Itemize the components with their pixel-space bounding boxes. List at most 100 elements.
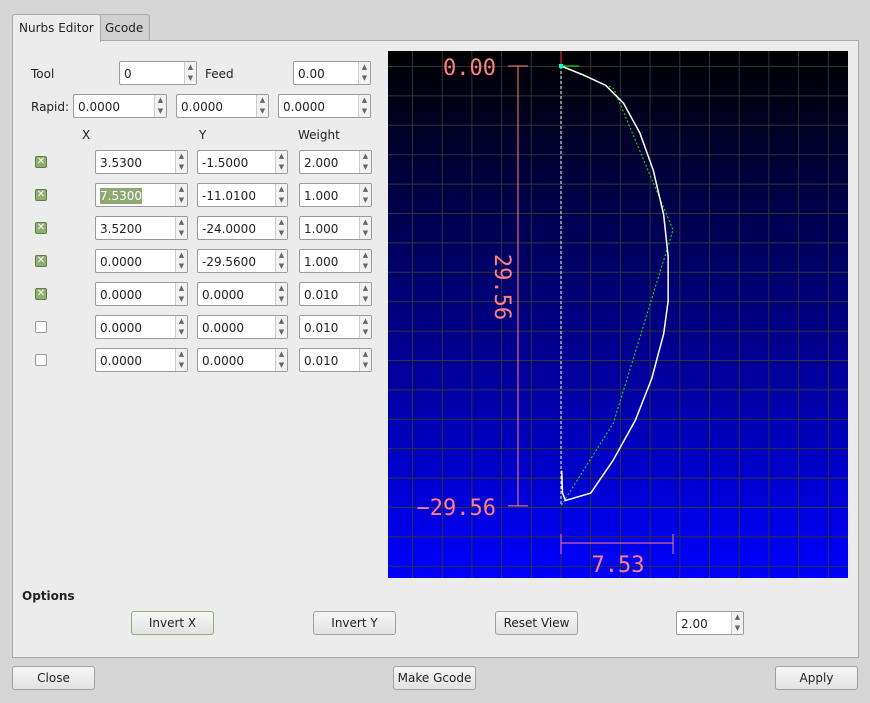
spin-arrows-icon[interactable]: ▲ ▼	[275, 250, 287, 272]
tool-value: 0	[124, 67, 132, 81]
point-weight-spinbox-value: 0.010	[304, 288, 339, 302]
spin-arrows-icon[interactable]: ▲ ▼	[359, 217, 371, 239]
point-y-spinbox[interactable]: 0.0000 ▲ ▼	[197, 348, 288, 372]
invert-y-button[interactable]: Invert Y	[313, 611, 396, 635]
rapid-spinbox-2[interactable]: 0.0000 ▲ ▼	[278, 94, 371, 118]
spin-arrows-icon[interactable]: ▲ ▼	[175, 217, 187, 239]
point-y-spinbox[interactable]: -11.0100 ▲ ▼	[197, 183, 288, 207]
header-weight: Weight	[298, 128, 340, 142]
point-y-spinbox-value: -1.5000	[202, 156, 249, 170]
point-enabled-checkbox[interactable]: ✕	[35, 156, 47, 168]
top-label: 0.00	[443, 56, 496, 81]
point-weight-spinbox[interactable]: 0.010 ▲ ▼	[299, 315, 372, 339]
canvas-background	[388, 51, 848, 578]
spin-arrows-icon[interactable]: ▲ ▼	[275, 184, 287, 206]
point-enabled-checkbox[interactable]	[35, 354, 47, 366]
spin-arrows-icon[interactable]: ▲ ▼	[359, 283, 371, 305]
nurbs-curve	[560, 65, 669, 502]
rapid-spinbox-1[interactable]: 0.0000 ▲ ▼	[176, 94, 269, 118]
spin-arrows-icon[interactable]: ▲ ▼	[275, 316, 287, 338]
point-enabled-checkbox[interactable]: ✕	[35, 288, 47, 300]
point-weight-spinbox-value: 1.000	[304, 222, 339, 236]
spin-arrows-icon[interactable]: ▲ ▼	[175, 151, 187, 173]
spin-arrows-icon[interactable]: ▲ ▼	[359, 316, 371, 338]
invert-x-button[interactable]: Invert X	[131, 611, 214, 635]
point-x-spinbox-value: 0.0000	[100, 255, 142, 269]
spin-arrows-icon[interactable]: ▲ ▼	[175, 316, 187, 338]
point-weight-spinbox[interactable]: 0.010 ▲ ▼	[299, 282, 372, 306]
point-weight-spinbox-value: 1.000	[304, 255, 339, 269]
tab-gcode[interactable]: Gcode	[98, 14, 151, 41]
feed-spinbox[interactable]: 0.00 ▲ ▼	[293, 61, 371, 85]
point-y-spinbox[interactable]: -29.5600 ▲ ▼	[197, 249, 288, 273]
point-weight-spinbox[interactable]: 1.000 ▲ ▼	[299, 249, 372, 273]
point-x-spinbox-value: 7.5300	[100, 188, 142, 204]
point-x-spinbox-value: 3.5300	[100, 156, 142, 170]
point-y-spinbox-value: -11.0100	[202, 189, 256, 203]
point-y-spinbox[interactable]: -24.0000 ▲ ▼	[197, 216, 288, 240]
point-weight-spinbox-value: 0.010	[304, 321, 339, 335]
spin-arrows-icon[interactable]: ▲ ▼	[256, 95, 268, 117]
zoom-value: 2.00	[681, 617, 708, 631]
spin-arrows-icon[interactable]: ▲ ▼	[359, 349, 371, 371]
height-label: 29.56	[489, 254, 514, 320]
tool-spinbox[interactable]: 0 ▲ ▼	[119, 61, 197, 85]
tab-nurbs-editor[interactable]: Nurbs Editor	[12, 14, 101, 42]
spin-arrows-icon[interactable]: ▲ ▼	[359, 151, 371, 173]
point-weight-spinbox-value: 1.000	[304, 189, 339, 203]
point-x-spinbox[interactable]: 3.5300 ▲ ▼	[95, 150, 188, 174]
rapid-spinbox-0-value: 0.0000	[78, 100, 120, 114]
nurbs-preview-canvas[interactable]: 0.00 −29.56 29.56 7.53	[388, 51, 848, 578]
point-y-spinbox-value: 0.0000	[202, 288, 244, 302]
zoom-spinbox[interactable]: 2.00 ▲ ▼	[676, 611, 744, 635]
point-y-spinbox[interactable]: -1.5000 ▲ ▼	[197, 150, 288, 174]
point-enabled-checkbox[interactable]: ✕	[35, 189, 47, 201]
spin-arrows-icon[interactable]: ▲ ▼	[275, 151, 287, 173]
spin-arrows-icon[interactable]: ▲ ▼	[731, 612, 743, 634]
spin-arrows-icon[interactable]: ▲ ▼	[175, 250, 187, 272]
point-y-spinbox[interactable]: 0.0000 ▲ ▼	[197, 282, 288, 306]
feed-value: 0.00	[298, 67, 325, 81]
point-weight-spinbox[interactable]: 0.010 ▲ ▼	[299, 348, 372, 372]
point-x-spinbox[interactable]: 0.0000 ▲ ▼	[95, 249, 188, 273]
close-button[interactable]: Close	[12, 666, 95, 690]
rapid-spinbox-2-value: 0.0000	[283, 100, 325, 114]
feed-label: Feed	[205, 67, 234, 81]
point-x-spinbox[interactable]: 0.0000 ▲ ▼	[95, 348, 188, 372]
point-y-spinbox-value: -29.5600	[202, 255, 256, 269]
point-enabled-checkbox[interactable]	[35, 321, 47, 333]
tool-label: Tool	[31, 67, 55, 81]
point-x-spinbox[interactable]: 0.0000 ▲ ▼	[95, 315, 188, 339]
point-x-spinbox-value: 0.0000	[100, 321, 142, 335]
width-label: 7.53	[592, 553, 645, 578]
point-enabled-checkbox[interactable]: ✕	[35, 255, 47, 267]
point-x-spinbox[interactable]: 3.5200 ▲ ▼	[95, 216, 188, 240]
point-x-spinbox[interactable]: 7.5300 ▲ ▼	[95, 183, 188, 207]
reset-view-button[interactable]: Reset View	[495, 611, 578, 635]
apply-button[interactable]: Apply	[775, 666, 858, 690]
spin-arrows-icon[interactable]: ▲ ▼	[275, 217, 287, 239]
spin-arrows-icon[interactable]: ▲ ▼	[275, 283, 287, 305]
spin-arrows-icon[interactable]: ▲ ▼	[175, 184, 187, 206]
options-title: Options	[22, 589, 75, 603]
spin-arrows-icon[interactable]: ▲ ▼	[184, 62, 196, 84]
point-x-spinbox[interactable]: 0.0000 ▲ ▼	[95, 282, 188, 306]
rapid-spinbox-0[interactable]: 0.0000 ▲ ▼	[73, 94, 167, 118]
point-y-spinbox[interactable]: 0.0000 ▲ ▼	[197, 315, 288, 339]
point-weight-spinbox-value: 0.010	[304, 354, 339, 368]
point-enabled-checkbox[interactable]: ✕	[35, 222, 47, 234]
point-weight-spinbox[interactable]: 1.000 ▲ ▼	[299, 216, 372, 240]
spin-arrows-icon[interactable]: ▲ ▼	[358, 95, 370, 117]
spin-arrows-icon[interactable]: ▲ ▼	[359, 250, 371, 272]
spin-arrows-icon[interactable]: ▲ ▼	[275, 349, 287, 371]
spin-arrows-icon[interactable]: ▲ ▼	[154, 95, 166, 117]
spin-arrows-icon[interactable]: ▲ ▼	[175, 283, 187, 305]
point-weight-spinbox[interactable]: 1.000 ▲ ▼	[299, 183, 372, 207]
spin-arrows-icon[interactable]: ▲ ▼	[358, 62, 370, 84]
point-weight-spinbox[interactable]: 2.000 ▲ ▼	[299, 150, 372, 174]
spin-arrows-icon[interactable]: ▲ ▼	[175, 349, 187, 371]
control-polygon	[560, 65, 674, 507]
spin-arrows-icon[interactable]: ▲ ▼	[359, 184, 371, 206]
make-gcode-button[interactable]: Make Gcode	[393, 666, 476, 690]
header-x: X	[82, 128, 91, 142]
